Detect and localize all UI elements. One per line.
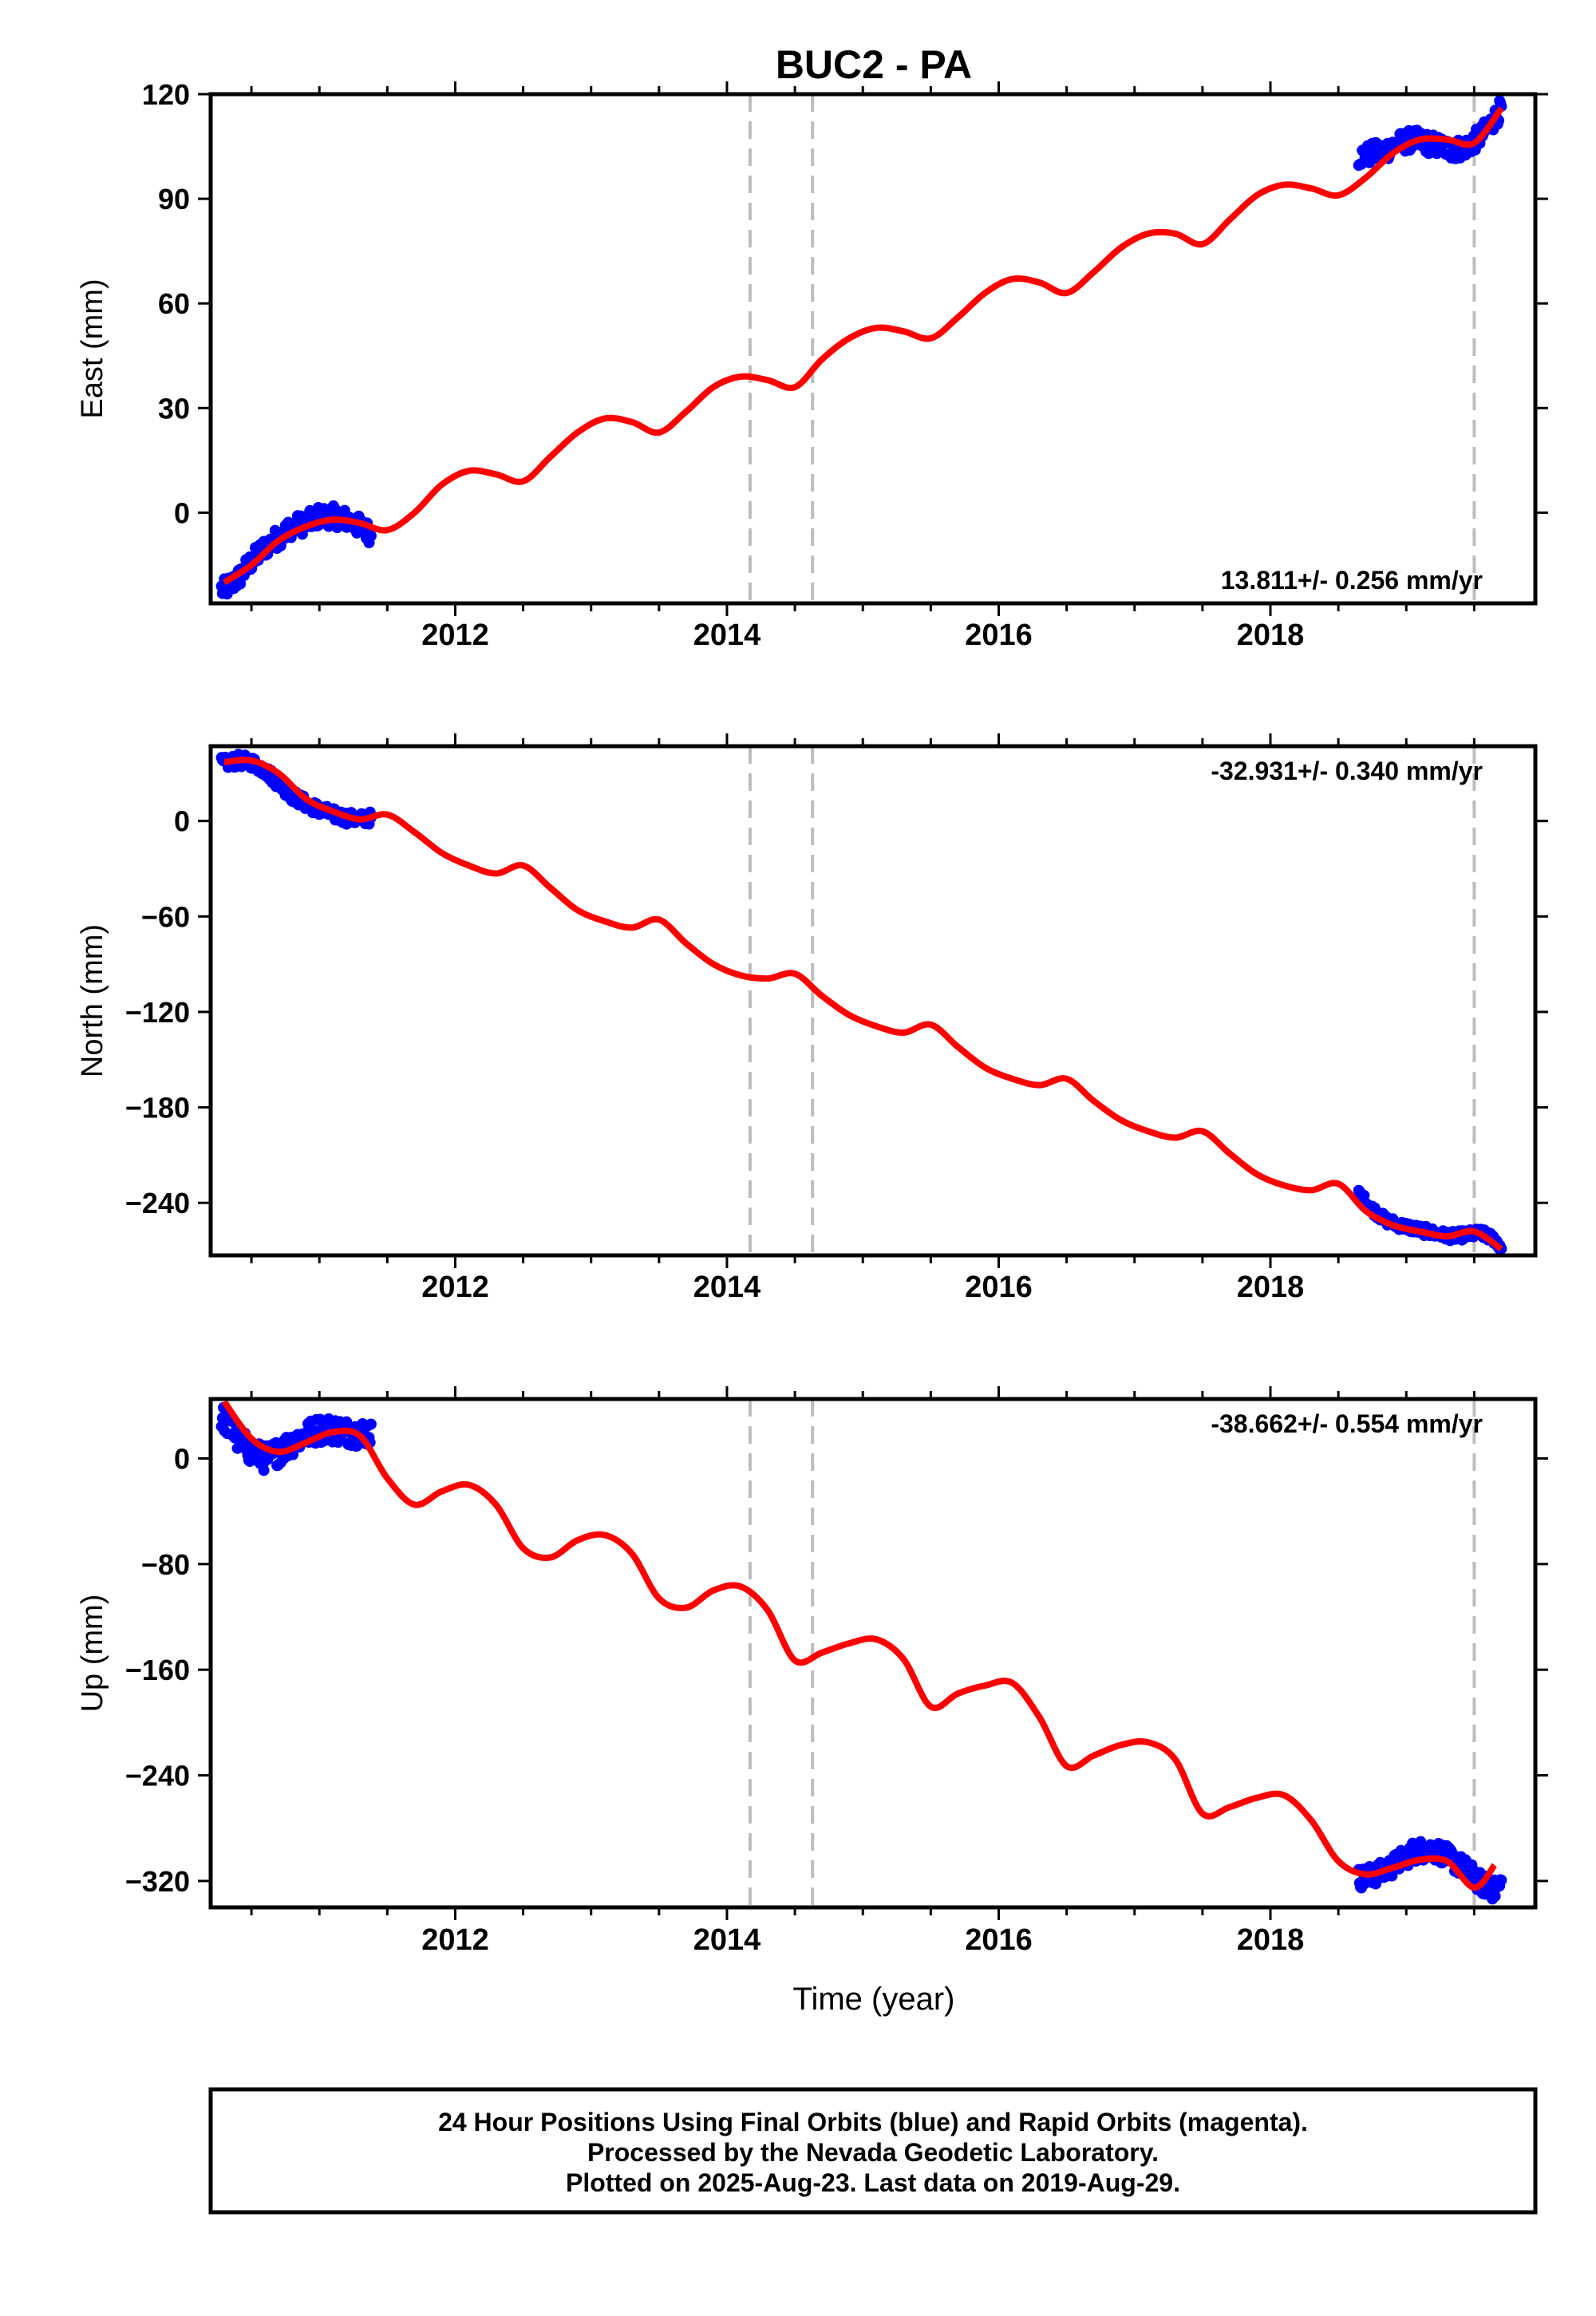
up-y-tick-label: −160 [125, 1654, 190, 1686]
up-y-tick-label: −240 [125, 1760, 190, 1792]
up-observation-cluster [215, 1401, 377, 1476]
east-y-axis-label: East (mm) [76, 279, 109, 418]
up-y-tick-label: −320 [125, 1865, 190, 1898]
up-fit-line [221, 1399, 1498, 1891]
up-plot-frame [208, 1397, 1538, 1910]
north-x-tick-label: 2018 [1237, 1271, 1305, 1304]
north-y-tick-label: −120 [125, 996, 190, 1029]
east-observation-cluster [215, 500, 377, 600]
north-y-tick-label: −240 [125, 1187, 190, 1219]
east-fit-line [222, 106, 1504, 586]
caption-line-2: Processed by the Nevada Geodetic Laborat… [587, 2138, 1159, 2167]
up-x-tick-label: 2012 [421, 1923, 489, 1957]
east-y-tick-label: 90 [158, 183, 190, 215]
east-y-tick-label: 0 [174, 496, 190, 529]
up-data-point [365, 1418, 377, 1430]
up-plot-area [215, 1399, 1507, 1907]
north-fit-line [223, 757, 1503, 1252]
caption-box: 24 Hour Positions Using Final Orbits (bl… [208, 2087, 1538, 2215]
east-x-tick-label: 2018 [1237, 619, 1305, 652]
north-data-point [1358, 1189, 1370, 1201]
north-x-tick-label: 2016 [965, 1271, 1033, 1304]
north-panel: 2012 2014 2016 2018 0 −60 −120 −180 −240 North (m… [76, 733, 1548, 1304]
east-plot-frame [208, 92, 1538, 606]
east-y-tick-label: 120 [142, 78, 190, 111]
north-plot-area [215, 746, 1507, 1255]
east-velocity-label: 13.811+/- 0.256 mm/yr [1221, 566, 1483, 595]
north-x-tick-label: 2014 [693, 1271, 761, 1304]
east-data-point [365, 530, 377, 542]
up-y-axis-label: Up (mm) [76, 1595, 109, 1713]
chart-title: BUC2 - PA [776, 42, 972, 87]
up-data-point [341, 1416, 353, 1428]
caption-line-3: Plotted on 2025-Aug-23. Last data on 201… [566, 2168, 1180, 2197]
up-y-tick-label: −80 [141, 1548, 190, 1581]
caption-line-1: 24 Hour Positions Using Final Orbits (bl… [438, 2108, 1308, 2136]
east-x-tick-label: 2012 [421, 619, 489, 652]
up-data-point [258, 1464, 270, 1476]
x-axis-label: Time (year) [793, 1982, 955, 2017]
up-panel: 2012 2014 2016 2018 0 −80 −160 −240 −320 Up (mm) -… [76, 1386, 1548, 1957]
north-velocity-label: -32.931+/- 0.340 mm/yr [1211, 757, 1483, 785]
caption-frame [208, 2087, 1538, 2215]
east-y-tick-label: 60 [158, 287, 190, 320]
north-y-tick-label: −60 [141, 900, 190, 933]
north-y-tick-label: 0 [174, 805, 190, 838]
up-x-tick-label: 2018 [1237, 1923, 1305, 1957]
east-x-tick-label: 2014 [693, 619, 761, 652]
east-plot-area [215, 94, 1507, 603]
up-velocity-label: -38.662+/- 0.554 mm/yr [1211, 1409, 1483, 1438]
up-x-tick-label: 2014 [693, 1923, 761, 1957]
north-y-axis-label: North (mm) [76, 924, 109, 1077]
east-panel: 2012 2014 2016 2018 0 30 60 90 120 East (mm) 13.81… [76, 78, 1548, 652]
east-data-point [235, 578, 247, 590]
east-y-tick-label: 30 [158, 392, 190, 425]
up-y-tick-label: 0 [174, 1442, 190, 1475]
up-data-point [1495, 1874, 1507, 1886]
north-x-tick-label: 2012 [421, 1271, 489, 1304]
east-x-tick-label: 2016 [965, 619, 1033, 652]
up-x-tick-label: 2016 [965, 1923, 1033, 1957]
north-plot-frame [208, 744, 1538, 1258]
up-data-point [1489, 1891, 1501, 1902]
north-y-tick-label: −180 [125, 1092, 190, 1124]
